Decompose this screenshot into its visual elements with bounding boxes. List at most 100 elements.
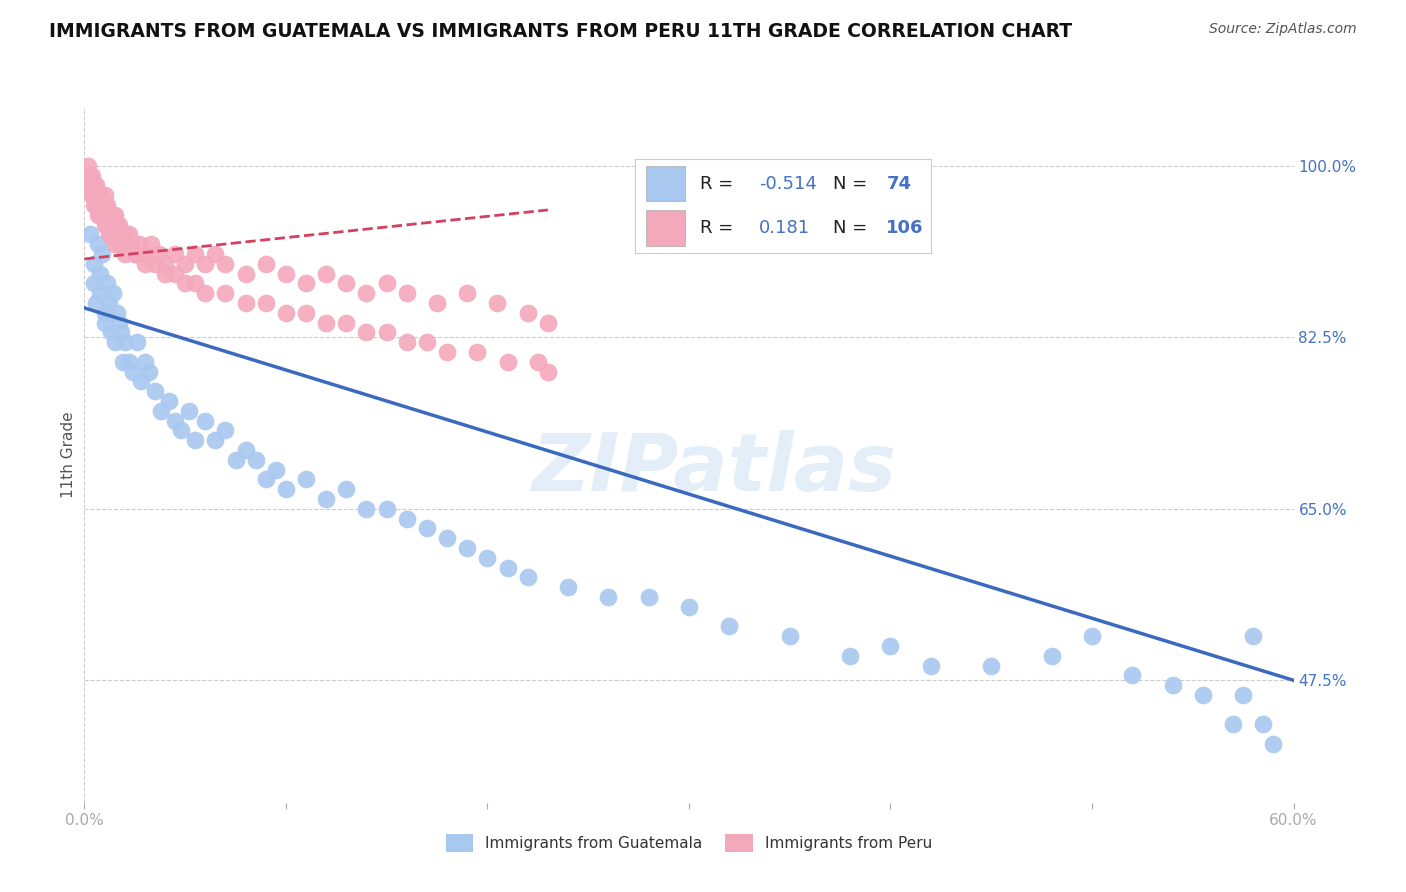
Point: [86, 296, 108, 310]
Point: [121, 365, 143, 379]
Point: [1222, 717, 1244, 731]
Point: [93, 306, 115, 320]
Point: [356, 326, 378, 340]
Point: [101, 208, 124, 222]
Point: [124, 247, 146, 261]
Point: [100, 227, 122, 242]
Point: [557, 580, 579, 594]
Point: [235, 296, 257, 310]
Point: [678, 599, 700, 614]
Point: [111, 227, 134, 242]
Point: [1232, 688, 1254, 702]
Point: [83, 257, 105, 271]
Point: [79, 169, 101, 183]
Text: 0.181: 0.181: [759, 219, 810, 236]
Point: [83, 178, 105, 193]
Point: [194, 257, 217, 271]
Point: [77, 159, 100, 173]
Point: [86, 198, 108, 212]
Point: [204, 434, 226, 448]
Point: [93, 188, 115, 202]
Point: [134, 247, 156, 261]
Point: [83, 188, 105, 202]
Point: [86, 188, 108, 202]
Point: [104, 208, 127, 222]
Point: [174, 277, 197, 291]
Point: [980, 658, 1002, 673]
Point: [89, 208, 111, 222]
Point: [1121, 668, 1143, 682]
Point: [174, 257, 197, 271]
Point: [96, 198, 118, 212]
Point: [245, 452, 267, 467]
Point: [920, 658, 942, 673]
Point: [107, 237, 129, 252]
Point: [96, 277, 118, 291]
Point: [214, 286, 236, 301]
Point: [375, 277, 398, 291]
Point: [315, 267, 337, 281]
Point: [165, 414, 187, 428]
Point: [516, 570, 538, 584]
Point: [436, 531, 458, 545]
Point: [93, 208, 115, 222]
Point: [97, 296, 120, 310]
Point: [356, 501, 378, 516]
Point: [82, 188, 104, 202]
Point: [96, 208, 118, 222]
Point: [165, 247, 187, 261]
Point: [124, 247, 146, 261]
Point: [179, 404, 201, 418]
Point: [83, 277, 105, 291]
Point: [395, 286, 418, 301]
Point: [315, 316, 337, 330]
Point: [79, 169, 101, 183]
Point: [115, 237, 138, 252]
Point: [779, 629, 801, 643]
Point: [105, 218, 128, 232]
Point: [718, 619, 741, 633]
Point: [426, 296, 449, 310]
Point: [235, 443, 257, 458]
Point: [537, 316, 560, 330]
Point: [104, 335, 127, 350]
Point: [89, 188, 111, 202]
Point: [100, 218, 122, 232]
Point: [143, 257, 166, 271]
Point: [1263, 737, 1285, 751]
Point: [274, 267, 297, 281]
Text: IMMIGRANTS FROM GUATEMALA VS IMMIGRANTS FROM PERU 11TH GRADE CORRELATION CHART: IMMIGRANTS FROM GUATEMALA VS IMMIGRANTS …: [49, 22, 1073, 41]
Point: [83, 198, 105, 212]
Point: [97, 208, 120, 222]
Point: [194, 414, 217, 428]
Point: [93, 218, 115, 232]
Point: [79, 227, 101, 242]
Point: [496, 560, 519, 574]
Text: 74: 74: [886, 175, 911, 193]
Point: [107, 316, 129, 330]
Point: [274, 306, 297, 320]
Point: [194, 286, 217, 301]
Point: [184, 277, 207, 291]
Point: [225, 452, 247, 467]
Point: [335, 277, 357, 291]
Point: [184, 434, 207, 448]
Point: [129, 375, 152, 389]
Point: [134, 257, 156, 271]
Point: [104, 227, 127, 242]
Point: [395, 335, 418, 350]
Legend: Immigrants from Guatemala, Immigrants from Peru: Immigrants from Guatemala, Immigrants fr…: [440, 828, 938, 858]
Point: [89, 198, 111, 212]
Point: [91, 247, 114, 261]
Point: [416, 521, 439, 535]
Point: [335, 482, 357, 496]
Point: [295, 306, 318, 320]
Point: [184, 247, 207, 261]
Point: [356, 286, 378, 301]
Y-axis label: 11th Grade: 11th Grade: [60, 411, 76, 499]
Point: [235, 267, 257, 281]
Point: [91, 198, 114, 212]
Point: [315, 491, 337, 506]
Point: [91, 208, 114, 222]
Point: [157, 394, 180, 409]
